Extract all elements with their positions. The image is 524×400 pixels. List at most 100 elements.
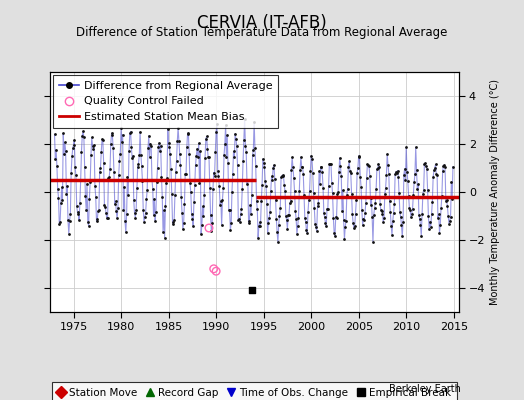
Point [225,206,233,213]
Point [323,206,331,212]
Point [199,213,208,220]
Point [329,190,337,196]
Point [212,268,220,274]
Point [363,161,372,168]
Point [171,192,179,198]
Point [169,218,178,225]
Point [216,202,224,208]
Point [275,212,283,219]
Point [61,148,70,154]
Point [233,143,241,150]
Point [125,148,133,155]
Point [247,287,256,294]
Point [72,172,80,179]
Point [264,230,272,236]
Point [222,122,230,128]
Point [262,182,270,189]
Point [239,137,248,144]
Point [228,188,236,195]
Point [149,185,157,192]
Point [329,214,337,221]
Point [51,156,60,162]
Point [321,214,329,220]
Point [309,190,318,197]
Point [307,152,315,159]
Point [431,161,440,168]
Point [274,239,282,246]
Point [140,218,148,225]
Point [290,188,299,194]
Point [292,215,300,222]
Point [437,205,445,211]
Point [424,213,433,219]
Point [340,236,348,242]
Point [380,215,388,221]
Point [95,168,104,175]
Point [269,164,277,171]
Point [270,162,278,168]
Point [405,193,413,199]
Point [163,126,172,132]
Point [221,141,229,148]
Point [343,186,352,192]
Point [282,217,291,223]
Point [368,214,376,220]
Point [190,199,198,205]
Point [318,169,326,176]
Point [448,196,456,202]
Point [305,188,314,194]
Point [108,131,116,138]
Point [330,230,339,236]
Point [146,140,155,147]
Point [58,184,66,190]
Point [210,266,218,272]
Point [348,211,356,218]
Point [138,178,147,184]
Point [265,214,274,221]
Point [353,170,362,176]
Point [69,142,78,148]
Point [157,174,166,180]
Point [309,170,317,176]
Point [104,175,113,181]
Point [370,205,379,211]
Point [132,207,140,213]
Point [60,151,68,158]
Point [184,131,193,137]
Point [299,170,308,177]
Point [223,132,232,138]
Point [376,201,384,207]
Point [174,124,182,131]
Point [96,165,105,171]
Point [246,202,254,208]
Point [200,192,209,198]
Point [275,222,283,228]
Point [244,177,252,183]
Point [145,154,154,160]
Point [355,153,363,159]
Point [378,210,387,217]
Point [205,225,213,231]
Point [356,174,365,180]
Point [185,151,193,158]
Point [128,155,136,161]
Point [81,193,90,200]
Point [379,219,387,225]
Point [296,167,304,173]
Point [288,154,297,160]
Point [97,148,105,155]
Point [88,134,96,141]
Point [204,154,212,160]
Point [311,221,319,227]
Point [385,170,393,177]
Point [235,216,243,222]
Point [102,210,110,216]
Point [361,210,369,216]
Point [304,197,313,203]
Point [206,212,215,218]
Point [263,200,271,207]
Point [328,180,336,187]
Point [227,220,235,227]
Point [283,226,291,232]
Point [63,183,71,190]
